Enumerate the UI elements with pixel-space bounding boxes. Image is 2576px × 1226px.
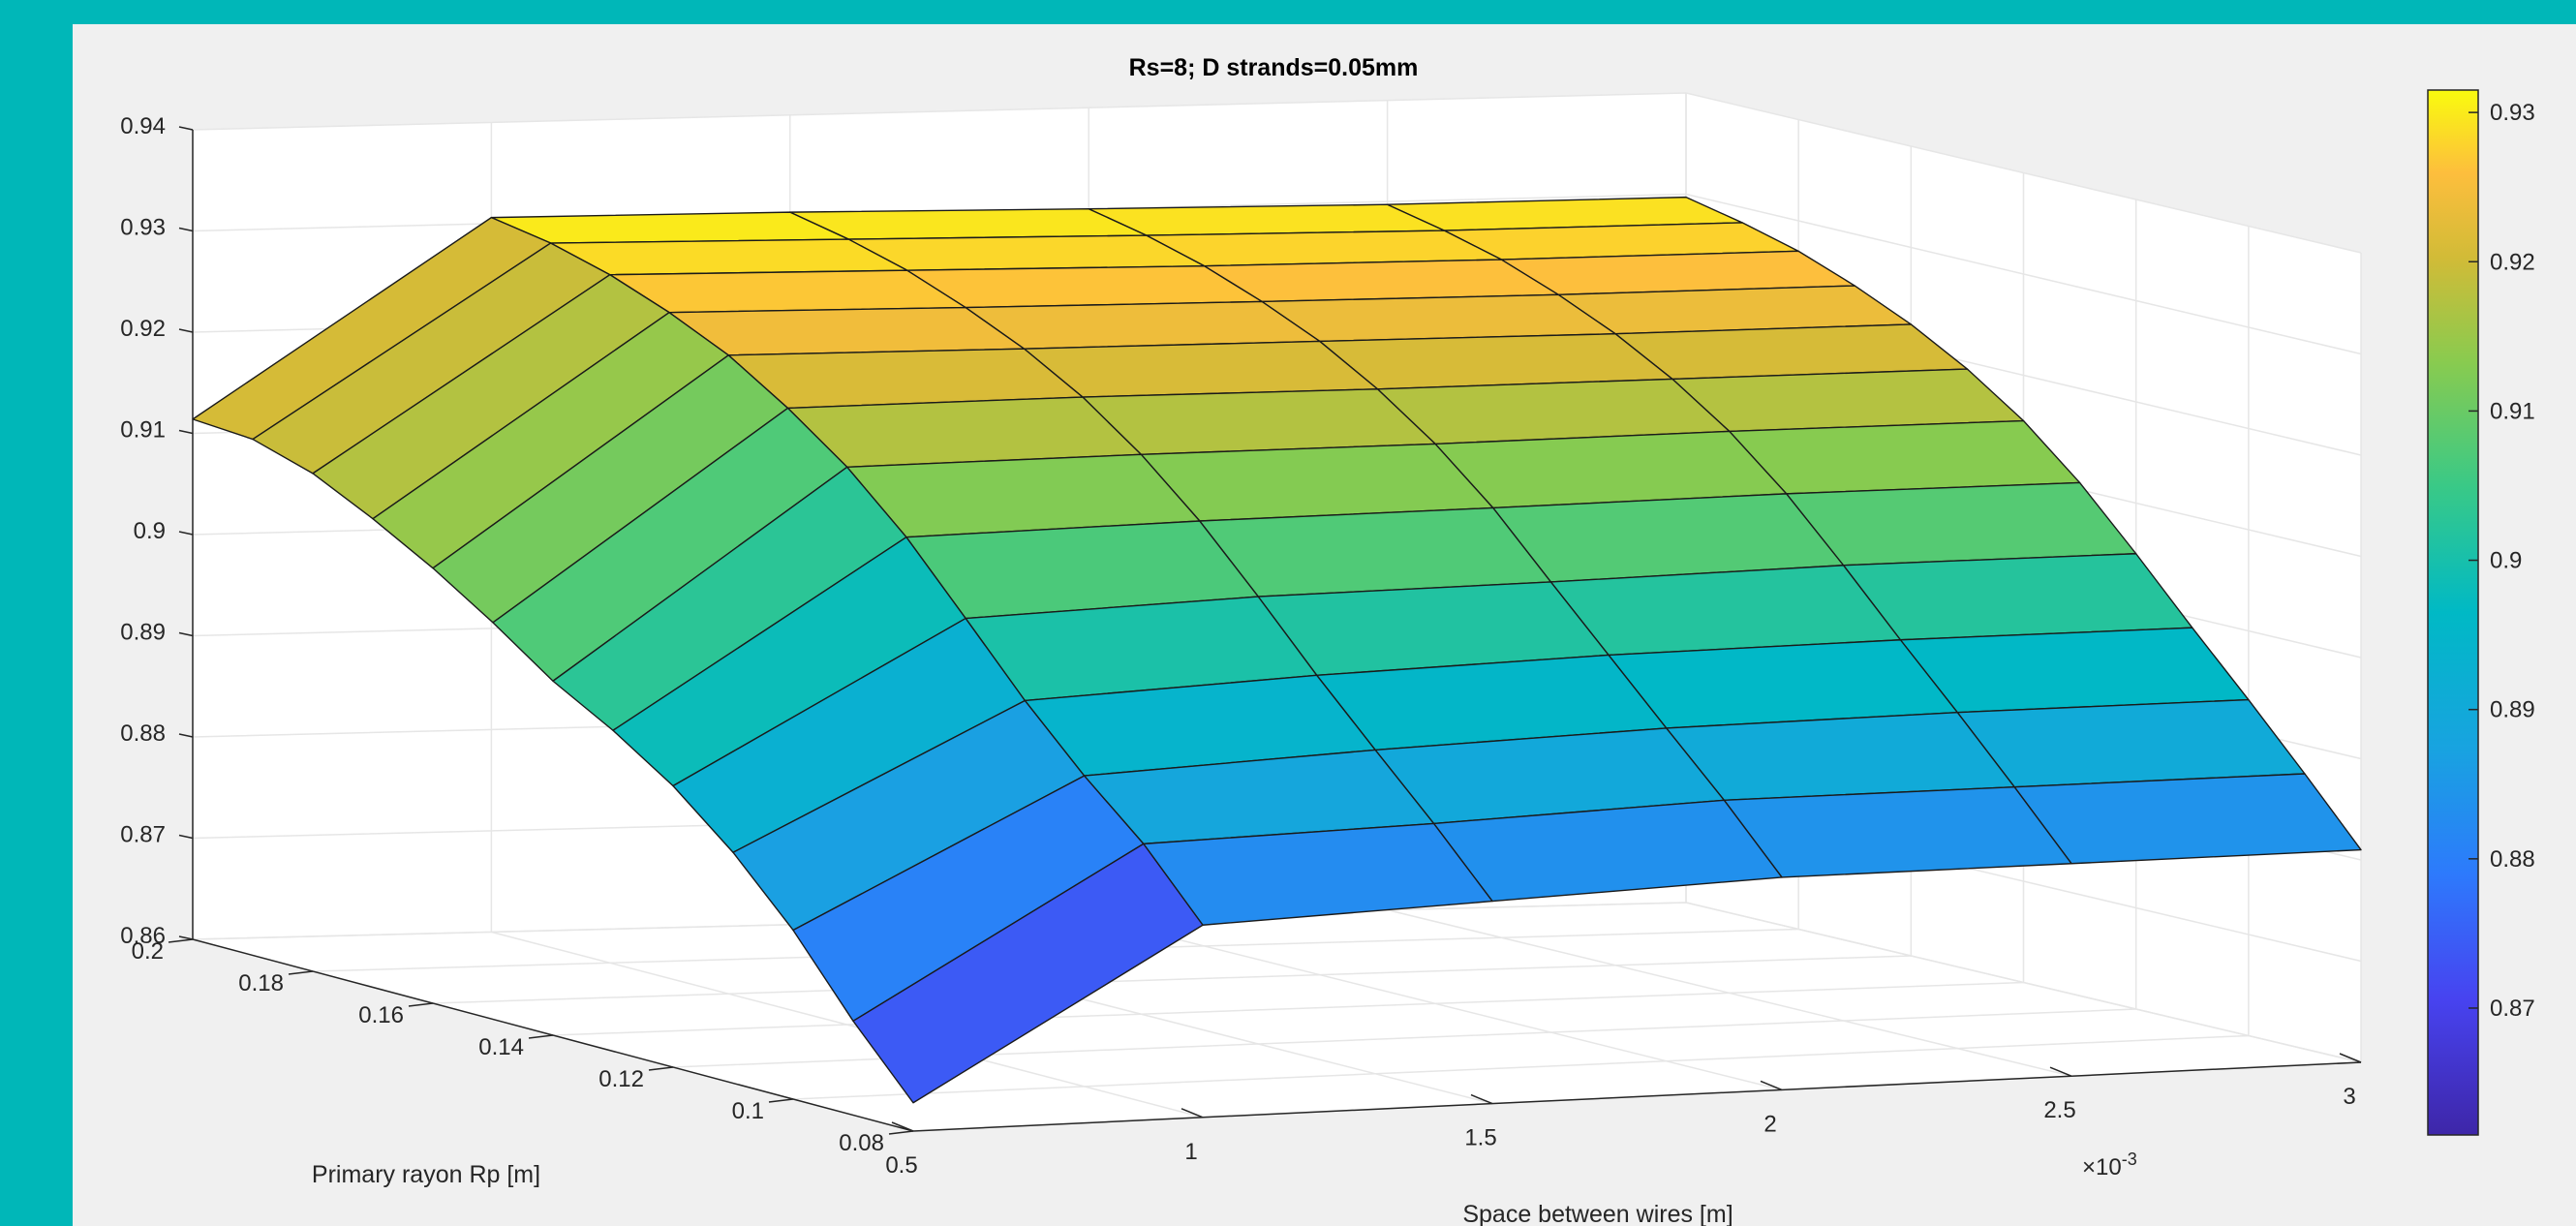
colorbar-tick-label: 0.9 — [2490, 548, 2522, 574]
surface-patch — [789, 207, 1148, 240]
z-tick — [178, 631, 194, 637]
surface-patch — [1023, 340, 1379, 398]
colorbar-tick-label: 0.93 — [2490, 100, 2535, 126]
z-tick-label: 0.87 — [120, 822, 166, 848]
x-tick — [1760, 1080, 1783, 1091]
surface-patch — [1665, 711, 2015, 802]
x-tick-label: 1.5 — [1464, 1125, 1496, 1151]
z-tick — [178, 531, 194, 536]
y-tick — [648, 1066, 674, 1071]
x-tick — [891, 1121, 914, 1132]
x-tick-label: 1 — [1184, 1139, 1197, 1165]
colorbar-tick-label: 0.89 — [2490, 697, 2535, 723]
surface-patch — [490, 211, 849, 244]
x-tick — [1181, 1108, 1204, 1119]
x-axis-label: Space between wires [m] — [1462, 1201, 1733, 1226]
z-tick-label: 0.94 — [120, 113, 166, 139]
surface-patch — [965, 300, 1321, 350]
y-axis-label: Primary rayon Rp [m] — [312, 1161, 540, 1188]
surface-patch — [609, 269, 966, 314]
y-tick — [168, 938, 194, 943]
y-tick-label: 0.16 — [358, 1002, 404, 1028]
y-tick — [768, 1098, 794, 1103]
figure: 0.86 0.87 0.88 0.89 0.9 0.91 0.92 0.93 0.94 0.5 1 1… — [73, 24, 2576, 1226]
y-tick-label: 0.12 — [598, 1066, 644, 1092]
surface-patch — [1785, 481, 2137, 567]
x-tick — [1470, 1093, 1493, 1105]
surface-patch — [1723, 785, 2072, 878]
z-tick — [178, 227, 194, 232]
surface-patch — [1842, 553, 2193, 641]
z-tick — [178, 733, 194, 738]
colorbar-bar — [2427, 89, 2479, 1136]
colorbar-tick-label: 0.91 — [2490, 398, 2535, 424]
colorbar: 0.87 0.88 0.89 0.9 0.91 0.92 0.93 — [2427, 89, 2535, 1136]
z-tick — [178, 429, 194, 435]
surface-patch — [2013, 773, 2362, 865]
z-tick-label: 0.86 — [120, 923, 166, 949]
y-tick — [528, 1034, 554, 1039]
surface-patch — [1199, 506, 1552, 598]
x-tick-label: 0.5 — [885, 1152, 917, 1179]
z-tick-label: 0.91 — [120, 417, 166, 444]
surface-patch — [1261, 293, 1616, 343]
y-tick-label: 0.14 — [478, 1034, 524, 1060]
chart-title: Rs=8; D strands=0.05mm — [1129, 54, 1419, 81]
surface-patch — [1082, 388, 1436, 456]
x-tick-label: 3 — [2343, 1084, 2355, 1110]
surface-patch — [1956, 698, 2306, 788]
surface-patch — [1729, 419, 2081, 495]
y-tick-label: 0.2 — [132, 938, 164, 965]
surface-patch — [852, 843, 1204, 1104]
colorbar-tick-label: 0.87 — [2490, 996, 2535, 1022]
z-gridline — [192, 902, 2362, 1063]
z-tick-label: 0.92 — [120, 316, 166, 342]
z-gridline — [192, 92, 2362, 254]
z-tick-label: 0.93 — [120, 215, 166, 241]
y-tick-label: 0.08 — [839, 1130, 884, 1156]
surface-patch — [905, 264, 1263, 309]
surface-patch — [549, 238, 908, 276]
x-tick-label: 2.5 — [2043, 1097, 2075, 1123]
z-tick — [178, 834, 194, 840]
x-tick-label: 2 — [1763, 1111, 1776, 1137]
z-tick — [178, 328, 194, 333]
surface-patch — [668, 306, 1026, 356]
surface-patch — [1671, 368, 2025, 433]
y-tick-label: 0.18 — [238, 970, 284, 996]
z-tick — [178, 126, 194, 131]
z-tick-label: 0.88 — [120, 720, 166, 747]
colorbar-tick-label: 0.88 — [2490, 846, 2535, 873]
tick-labels: 0.86 0.87 0.88 0.89 0.9 0.91 0.92 0.93 0.94 0.5 1 1… — [120, 113, 2362, 1179]
x-tick — [2339, 1053, 2362, 1063]
surface-patch — [1899, 627, 2250, 714]
z-tick-label: 0.89 — [120, 620, 166, 646]
surface-patch — [847, 234, 1206, 271]
y-tick — [288, 970, 314, 975]
z-tick — [178, 935, 194, 940]
surface-chart: 0.860.870.880.890.90.910.920.930.940.511… — [120, 54, 2535, 1226]
surface-patch — [1549, 565, 1902, 657]
y-tick — [888, 1130, 914, 1135]
y-tick — [408, 1002, 434, 1007]
x-tick — [2049, 1066, 2072, 1077]
x-axis-multiplier: ×10-3 — [2082, 1149, 2137, 1180]
y-tick-label: 0.1 — [732, 1098, 764, 1124]
colorbar-tick-label: 0.92 — [2490, 249, 2535, 275]
surface-plot — [192, 196, 2362, 1104]
z-tick-label: 0.9 — [134, 518, 166, 544]
x-axis-line — [912, 1061, 2362, 1132]
surface-patch — [1140, 443, 1494, 522]
